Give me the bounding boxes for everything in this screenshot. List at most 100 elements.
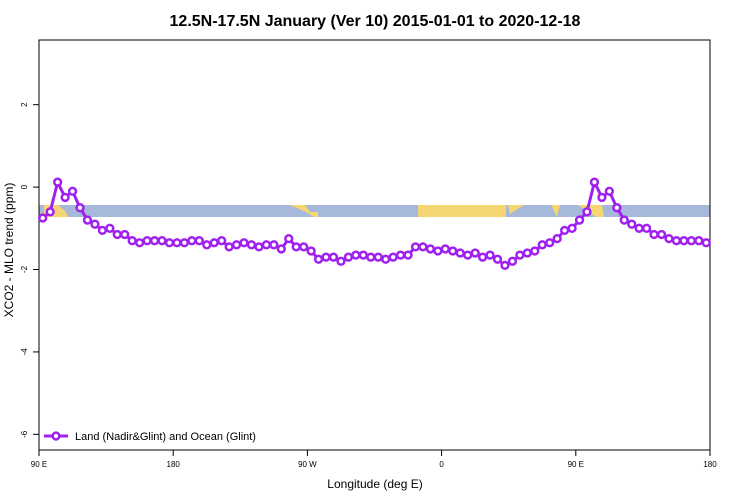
data-point <box>187 236 197 246</box>
data-point <box>321 252 331 262</box>
data-point <box>209 238 219 248</box>
data-point <box>45 207 55 217</box>
data-point <box>500 260 510 271</box>
data-point <box>455 248 465 258</box>
y-tick-label: 0 <box>20 184 29 189</box>
y-tick-label: -6 <box>20 430 29 438</box>
data-point <box>567 223 577 233</box>
data-point <box>269 240 279 250</box>
x-tick-label: 180 <box>167 460 181 469</box>
data-point <box>127 236 137 246</box>
data-point <box>194 236 204 246</box>
data-point <box>157 236 167 246</box>
data-point <box>448 246 458 256</box>
data-point <box>343 252 354 262</box>
data-point <box>52 177 63 187</box>
data-point <box>418 242 428 252</box>
data-point <box>507 256 518 266</box>
data-point <box>515 250 525 260</box>
data-point <box>82 215 93 225</box>
data-point <box>522 248 532 258</box>
data-point <box>597 192 607 203</box>
data-point <box>701 238 711 248</box>
data-point <box>149 236 160 246</box>
y-tick-label: 2 <box>20 102 29 107</box>
data-point <box>559 225 570 236</box>
data-point <box>239 238 249 248</box>
data-point <box>470 248 480 258</box>
legend-label: Land (Nadir&Glint) and Ocean (Glint) <box>75 431 256 443</box>
data-point <box>388 252 398 262</box>
data-point <box>67 186 78 196</box>
data-point <box>90 219 100 229</box>
data-point <box>120 229 130 240</box>
data-point <box>373 252 383 262</box>
data-point <box>299 242 309 252</box>
data-point <box>381 254 391 264</box>
data-point <box>351 250 361 260</box>
x-axis-label: Longitude (deg E) <box>327 477 422 491</box>
land-band <box>290 205 318 217</box>
data-point <box>671 236 682 246</box>
y-axis-label: XCO2 - MLO trend (ppm) <box>2 183 16 318</box>
data-point <box>38 213 48 223</box>
data-point <box>612 203 622 213</box>
data-point <box>530 246 540 256</box>
data-point <box>75 203 85 213</box>
data-point <box>649 229 659 240</box>
data-point <box>477 252 488 262</box>
data-point <box>172 238 182 248</box>
land-ocean-mask <box>39 205 710 217</box>
data-point <box>202 240 212 250</box>
y-tick-label: -4 <box>20 348 29 356</box>
data-point <box>582 207 592 217</box>
data-point <box>552 233 562 244</box>
data-point <box>440 244 450 254</box>
data-point <box>224 242 234 252</box>
data-point <box>217 236 227 246</box>
data-point <box>254 242 264 252</box>
data-point <box>410 242 421 252</box>
data-point <box>403 250 413 260</box>
data-point <box>492 254 503 264</box>
ocean-band <box>39 205 710 217</box>
land-band <box>418 205 506 217</box>
data-point <box>336 256 346 266</box>
data-point <box>634 223 644 233</box>
legend-marker <box>51 431 61 441</box>
data-point <box>60 192 70 203</box>
data-point <box>656 229 667 240</box>
data-point <box>366 252 376 262</box>
data-point <box>679 236 689 246</box>
data-point <box>604 186 614 196</box>
data-point <box>485 250 495 260</box>
data-point <box>306 246 316 256</box>
data-point <box>686 236 697 246</box>
data-point <box>619 215 629 225</box>
x-tick-label: 90 E <box>31 460 47 469</box>
data-point <box>97 225 108 236</box>
data-point <box>276 244 286 254</box>
chart-title: 12.5N-17.5N January (Ver 10) 2015-01-01 … <box>170 13 581 30</box>
data-point <box>164 238 175 248</box>
data-point <box>463 250 473 260</box>
data-point <box>261 240 272 250</box>
y-tick-label: -2 <box>20 265 29 273</box>
x-tick-label: 180 <box>703 460 717 469</box>
data-point <box>291 242 301 252</box>
data-point <box>112 229 122 240</box>
data-point <box>395 250 406 260</box>
data-point <box>358 250 368 260</box>
data-point <box>425 244 436 254</box>
data-point <box>664 233 674 244</box>
data-point <box>589 177 600 187</box>
data-point <box>641 223 652 233</box>
data-point <box>627 219 637 229</box>
data-point <box>231 240 242 250</box>
land-band <box>551 205 560 217</box>
x-tick-label: 90 E <box>568 460 584 469</box>
data-point <box>179 238 190 248</box>
data-point <box>545 238 555 248</box>
data-point <box>142 236 152 246</box>
